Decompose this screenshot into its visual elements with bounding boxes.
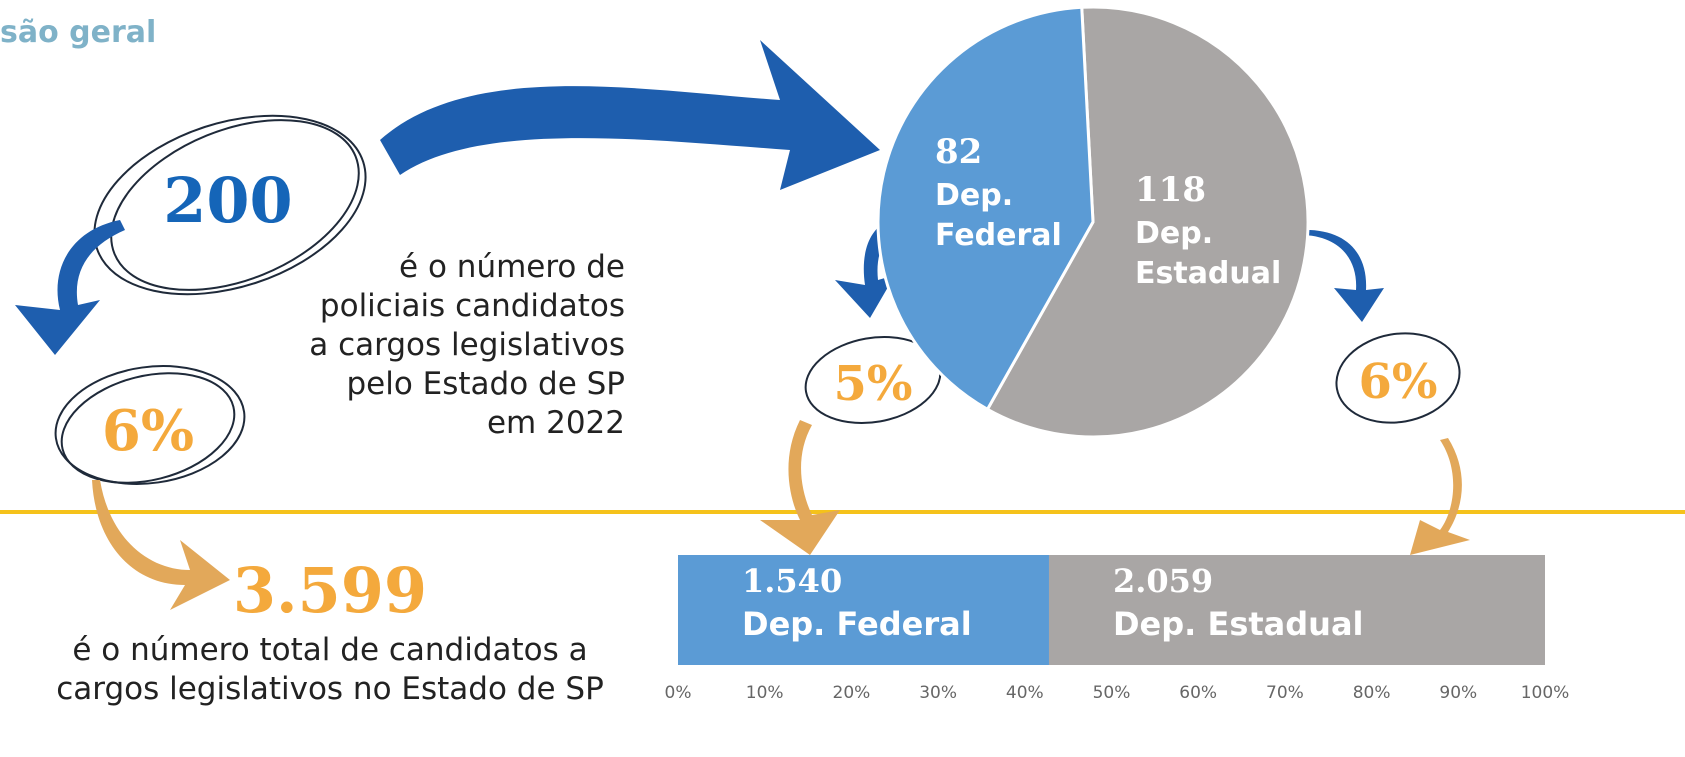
share-label: 6%	[1358, 354, 1437, 410]
share-label: 5%	[833, 356, 912, 412]
total-number: 3.599	[233, 554, 427, 627]
title: são geral	[0, 15, 156, 50]
headline-number: 200	[163, 164, 292, 237]
bar-series-name: Dep. Federal	[742, 605, 972, 643]
x-tick-label: 60%	[1179, 683, 1217, 703]
x-tick-label: 10%	[746, 683, 784, 703]
pie-category-label: Dep. Estadual	[1135, 214, 1265, 294]
text-line: é o número de	[399, 249, 625, 285]
x-tick-label: 0%	[665, 683, 692, 703]
infographic: são geral 200 6% 3.599 é o número depoli…	[0, 0, 1685, 757]
x-tick-label: 40%	[1006, 683, 1044, 703]
bar-value-label: 1.540	[742, 562, 842, 600]
text-line: pelo Estado de SP	[346, 366, 625, 402]
x-tick-label: 70%	[1266, 683, 1304, 703]
x-tick-label: 50%	[1093, 683, 1131, 703]
text-line: em 2022	[487, 405, 625, 441]
share-overall: 6%	[102, 398, 194, 464]
text-line: cargos legislativos no Estado de SP	[56, 671, 604, 707]
text-line: policiais candidatos	[320, 288, 625, 324]
pie-value-label: 118	[1135, 170, 1206, 210]
bar-value-label: 2.059	[1113, 562, 1213, 600]
canvas: são geral 200 6% 3.599 é o número depoli…	[0, 0, 1685, 757]
text-line: a cargos legislativos	[309, 327, 625, 363]
bar-series-name: Dep. Estadual	[1113, 605, 1364, 643]
x-tick-label: 100%	[1521, 683, 1570, 703]
text-line: é o número total de candidatos a	[72, 632, 587, 668]
x-tick-label: 80%	[1353, 683, 1391, 703]
x-tick-label: 20%	[833, 683, 871, 703]
x-tick-label: 90%	[1439, 683, 1477, 703]
pie-category-label: Dep. Federal	[935, 176, 1065, 256]
x-tick-label: 30%	[919, 683, 957, 703]
pie-value-label: 82	[935, 132, 982, 172]
